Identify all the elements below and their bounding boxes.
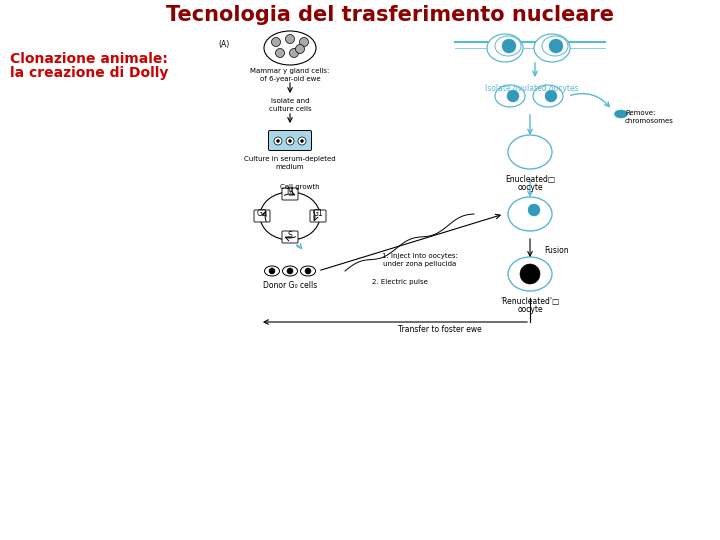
Circle shape: [287, 268, 293, 274]
Text: Donor G₀ cells: Donor G₀ cells: [263, 281, 317, 290]
Ellipse shape: [614, 110, 628, 118]
Ellipse shape: [508, 135, 552, 169]
Text: Isolate and: Isolate and: [271, 98, 310, 104]
Circle shape: [545, 90, 557, 102]
Circle shape: [549, 39, 563, 53]
Text: Cell growth: Cell growth: [280, 184, 320, 190]
Ellipse shape: [542, 36, 568, 56]
Text: G2: G2: [257, 210, 267, 219]
Circle shape: [289, 49, 299, 57]
Circle shape: [286, 137, 294, 145]
Text: oocyte: oocyte: [517, 183, 543, 192]
Text: Mammar y gland cells:: Mammar y gland cells:: [251, 68, 330, 74]
Ellipse shape: [508, 257, 552, 291]
Circle shape: [295, 44, 305, 53]
Circle shape: [300, 139, 304, 143]
Text: Isolate ovulated oocytes: Isolate ovulated oocytes: [485, 84, 579, 93]
Circle shape: [286, 35, 294, 44]
Text: culture cells: culture cells: [269, 106, 311, 112]
FancyBboxPatch shape: [282, 231, 298, 243]
Circle shape: [276, 139, 279, 143]
Text: G1: G1: [312, 210, 323, 219]
Circle shape: [298, 137, 306, 145]
FancyBboxPatch shape: [254, 210, 270, 222]
Text: 1. Inject into oocytes:: 1. Inject into oocytes:: [382, 253, 458, 259]
Circle shape: [507, 90, 519, 102]
Text: Culture in serum-depleted: Culture in serum-depleted: [244, 156, 336, 162]
Text: S: S: [287, 231, 292, 240]
Ellipse shape: [495, 36, 521, 56]
Text: 2. Electric pulse: 2. Electric pulse: [372, 279, 428, 285]
FancyBboxPatch shape: [269, 131, 312, 151]
Text: under zona pellucida: under zona pellucida: [383, 261, 456, 267]
Text: Enucleated□: Enucleated□: [505, 175, 555, 184]
Ellipse shape: [300, 266, 315, 276]
Text: of 6-year-old ewe: of 6-year-old ewe: [260, 76, 320, 82]
Circle shape: [520, 264, 540, 284]
Circle shape: [276, 49, 284, 57]
Text: (A): (A): [218, 40, 229, 49]
Ellipse shape: [282, 266, 297, 276]
Text: Fusion: Fusion: [544, 246, 569, 255]
Text: Clonazione animale:: Clonazione animale:: [10, 52, 168, 66]
Text: M: M: [287, 187, 293, 197]
Circle shape: [300, 37, 308, 46]
Text: chromosomes: chromosomes: [625, 118, 674, 124]
Ellipse shape: [534, 34, 570, 62]
Circle shape: [502, 39, 516, 53]
Circle shape: [305, 268, 311, 274]
FancyBboxPatch shape: [282, 188, 298, 200]
Text: Remove:: Remove:: [625, 110, 655, 116]
Ellipse shape: [264, 31, 316, 65]
Ellipse shape: [487, 34, 523, 62]
Circle shape: [269, 268, 275, 274]
Ellipse shape: [533, 85, 563, 107]
Circle shape: [289, 139, 292, 143]
Text: la creazione di Dolly: la creazione di Dolly: [10, 66, 168, 80]
Circle shape: [528, 204, 540, 216]
Text: Transfer to foster ewe: Transfer to foster ewe: [398, 325, 482, 334]
Text: medium: medium: [276, 164, 305, 170]
Ellipse shape: [495, 85, 525, 107]
Text: 'Renucleated'□: 'Renucleated'□: [500, 297, 559, 306]
Text: oocyte: oocyte: [517, 305, 543, 314]
Circle shape: [274, 137, 282, 145]
Ellipse shape: [264, 266, 279, 276]
Text: Tecnologia del trasferimento nucleare: Tecnologia del trasferimento nucleare: [166, 5, 614, 25]
Ellipse shape: [508, 197, 552, 231]
FancyBboxPatch shape: [310, 210, 326, 222]
Circle shape: [271, 37, 281, 46]
